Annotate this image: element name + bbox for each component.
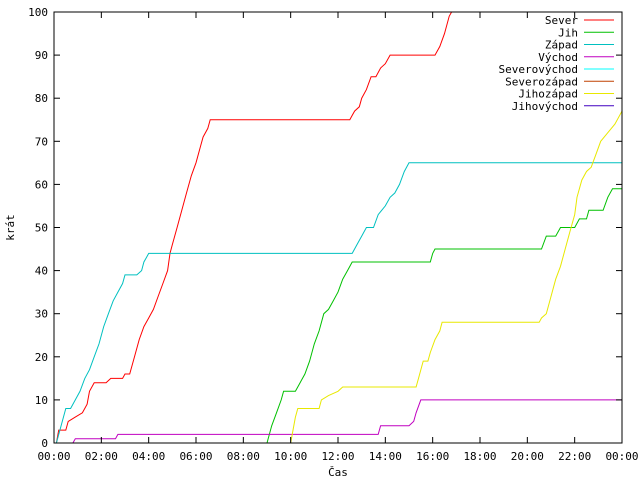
- y-tick-label: 10: [35, 394, 48, 407]
- series-line-2: [54, 188, 622, 443]
- legend-label: Východ: [538, 51, 578, 64]
- legend-label: Jihozápad: [518, 88, 578, 101]
- x-tick-label: 00:00: [37, 450, 70, 463]
- series-line-3: [54, 162, 622, 443]
- legend-label: Severovýchod: [499, 63, 578, 76]
- series-line-1: [54, 12, 453, 443]
- x-tick-label: 08:00: [227, 450, 260, 463]
- x-tick-label: 14:00: [369, 450, 402, 463]
- y-tick-label: 40: [35, 265, 48, 278]
- y-tick-label: 30: [35, 308, 48, 321]
- y-tick-label: 60: [35, 178, 48, 191]
- legend-label: Západ: [545, 39, 578, 52]
- x-tick-label: 02:00: [85, 450, 118, 463]
- y-tick-label: 20: [35, 351, 48, 364]
- x-tick-label: 04:00: [132, 450, 165, 463]
- series-layer: [54, 12, 622, 443]
- x-axis-title: Čas: [328, 466, 348, 479]
- x-tick-label: 18:00: [463, 450, 496, 463]
- ticks-layer: 0 10 20 30 40 50 60 70 80 90 100 00:00 02:00 04:00 06:…: [28, 6, 638, 463]
- x-tick-label: 06:00: [179, 450, 212, 463]
- y-tick-label: 80: [35, 92, 48, 105]
- x-tick-label: 16:00: [416, 450, 449, 463]
- y-tick-label: 50: [35, 222, 48, 235]
- y-axis-title: krát: [4, 214, 17, 241]
- x-tick-label: 10:00: [274, 450, 307, 463]
- series-line-4: [54, 399, 622, 443]
- legend-label: Jih: [558, 26, 578, 39]
- y-tick-label: 100: [28, 6, 48, 19]
- x-tick-label: 12:00: [321, 450, 354, 463]
- legend: SeverJihZápadVýchodSeverovýchodSeverozáp…: [499, 14, 614, 113]
- y-tick-label: 70: [35, 135, 48, 148]
- x-tick-label: 00:00: [605, 450, 638, 463]
- x-tick-label: 20:00: [511, 450, 544, 463]
- series-line-7: [54, 110, 622, 443]
- legend-label: Severozápad: [505, 75, 578, 88]
- y-tick-label: 90: [35, 49, 48, 62]
- legend-label: Sever: [545, 14, 578, 27]
- x-tick-label: 22:00: [558, 450, 591, 463]
- y-tick-label: 0: [41, 437, 48, 450]
- legend-label: Jihovýchod: [512, 100, 578, 113]
